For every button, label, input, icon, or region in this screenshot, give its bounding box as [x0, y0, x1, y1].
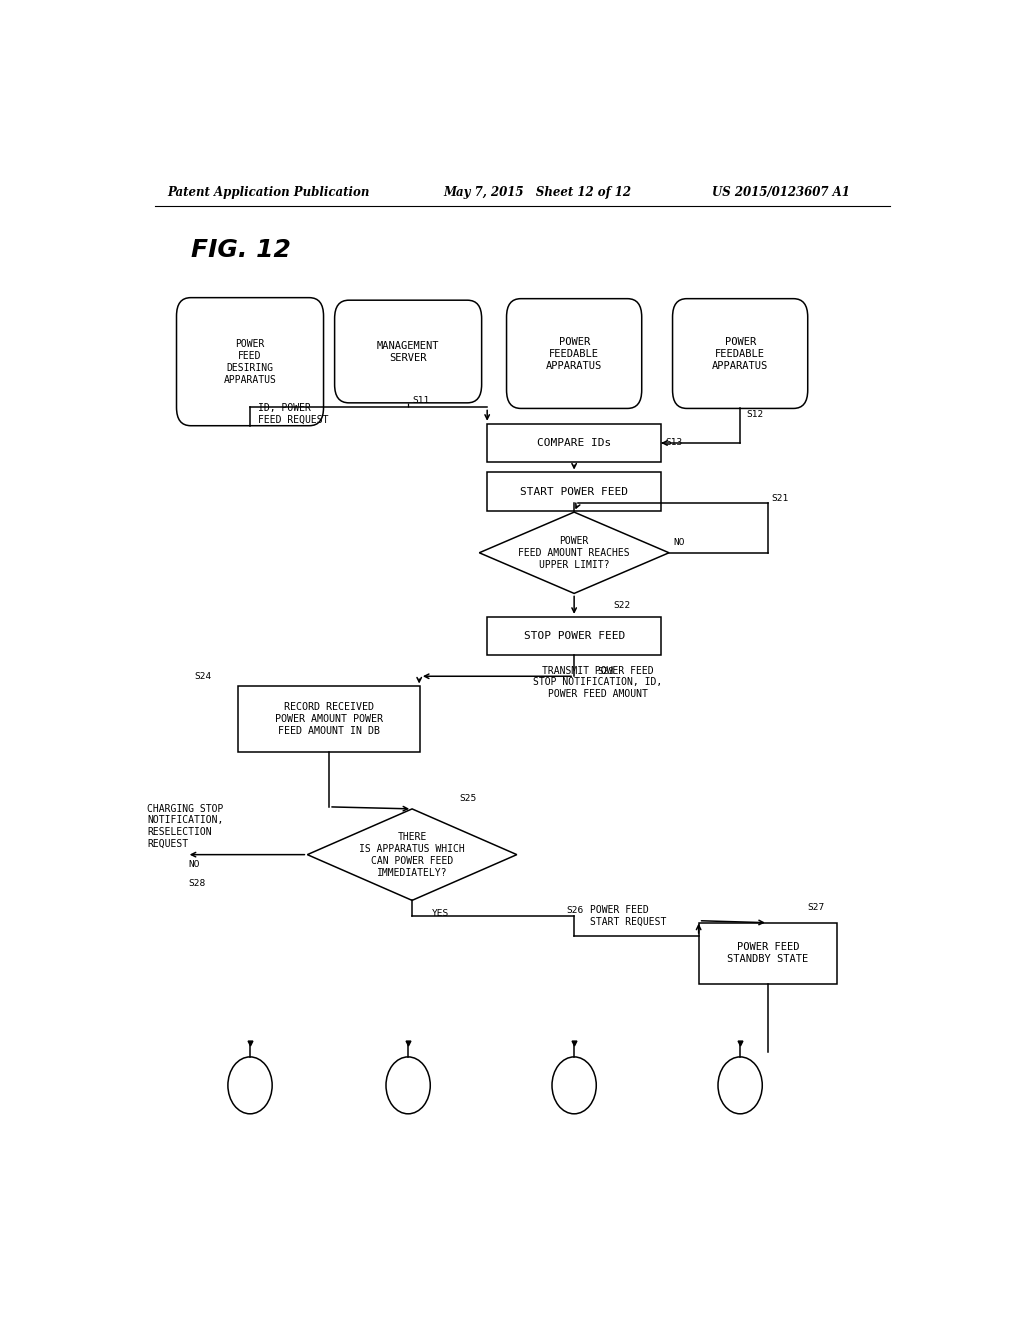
Text: THERE
IS APPARATUS WHICH
CAN POWER FEED
IMMEDIATELY?: THERE IS APPARATUS WHICH CAN POWER FEED … — [359, 832, 465, 878]
FancyBboxPatch shape — [506, 298, 641, 408]
Text: YES: YES — [431, 909, 448, 919]
Text: S23: S23 — [597, 667, 614, 676]
FancyBboxPatch shape — [487, 616, 660, 656]
Text: S22: S22 — [613, 601, 631, 610]
Text: TRANSMIT POWER FEED
STOP NOTIFICATION, ID,
POWER FEED AMOUNT: TRANSMIT POWER FEED STOP NOTIFICATION, I… — [533, 665, 661, 698]
Text: S12: S12 — [746, 411, 763, 418]
Text: NO: NO — [673, 539, 684, 546]
Polygon shape — [307, 809, 517, 900]
Text: RECORD RECEIVED
POWER AMOUNT POWER
FEED AMOUNT IN DB: RECORD RECEIVED POWER AMOUNT POWER FEED … — [275, 702, 383, 737]
FancyBboxPatch shape — [334, 300, 481, 403]
Text: S27: S27 — [807, 903, 823, 912]
Text: S28: S28 — [189, 879, 206, 887]
Text: NO: NO — [189, 861, 200, 870]
Polygon shape — [479, 512, 668, 594]
Text: POWER FEED
STANDBY STATE: POWER FEED STANDBY STATE — [727, 942, 808, 964]
FancyBboxPatch shape — [176, 297, 323, 426]
FancyBboxPatch shape — [487, 424, 660, 462]
Text: May 7, 2015   Sheet 12 of 12: May 7, 2015 Sheet 12 of 12 — [443, 186, 631, 199]
Text: COMPARE IDs: COMPARE IDs — [536, 438, 610, 447]
Text: ID, POWER
FEED REQUEST: ID, POWER FEED REQUEST — [258, 404, 328, 425]
Text: POWER FEED
START REQUEST: POWER FEED START REQUEST — [589, 904, 665, 927]
Text: POWER
FEEDABLE
APPARATUS: POWER FEEDABLE APPARATUS — [545, 337, 601, 371]
Text: S21: S21 — [771, 494, 789, 503]
Text: S24: S24 — [195, 672, 212, 681]
Text: FIG. 12: FIG. 12 — [191, 238, 290, 261]
Text: MANAGEMENT
SERVER: MANAGEMENT SERVER — [376, 341, 439, 363]
FancyBboxPatch shape — [672, 298, 807, 408]
FancyBboxPatch shape — [238, 686, 420, 752]
FancyBboxPatch shape — [487, 473, 660, 511]
FancyBboxPatch shape — [698, 923, 837, 983]
Text: S13: S13 — [664, 438, 682, 447]
Text: S11: S11 — [412, 396, 429, 405]
Text: POWER
FEEDABLE
APPARATUS: POWER FEEDABLE APPARATUS — [711, 337, 767, 371]
Text: CHARGING STOP
NOTIFICATION,
RESELECTION
REQUEST: CHARGING STOP NOTIFICATION, RESELECTION … — [147, 804, 223, 849]
Text: POWER
FEED AMOUNT REACHES
UPPER LIMIT?: POWER FEED AMOUNT REACHES UPPER LIMIT? — [518, 536, 630, 570]
Text: S26: S26 — [566, 906, 583, 915]
Text: START POWER FEED: START POWER FEED — [520, 487, 628, 496]
Text: STOP POWER FEED: STOP POWER FEED — [523, 631, 625, 642]
Text: POWER
FEED
DESIRING
APPARATUS: POWER FEED DESIRING APPARATUS — [223, 339, 276, 384]
Text: US 2015/0123607 A1: US 2015/0123607 A1 — [711, 186, 850, 199]
Text: Patent Application Publication: Patent Application Publication — [167, 186, 369, 199]
Text: S25: S25 — [459, 795, 476, 804]
